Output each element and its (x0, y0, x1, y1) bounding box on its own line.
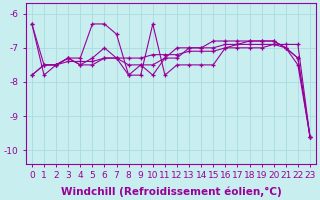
X-axis label: Windchill (Refroidissement éolien,°C): Windchill (Refroidissement éolien,°C) (60, 186, 281, 197)
